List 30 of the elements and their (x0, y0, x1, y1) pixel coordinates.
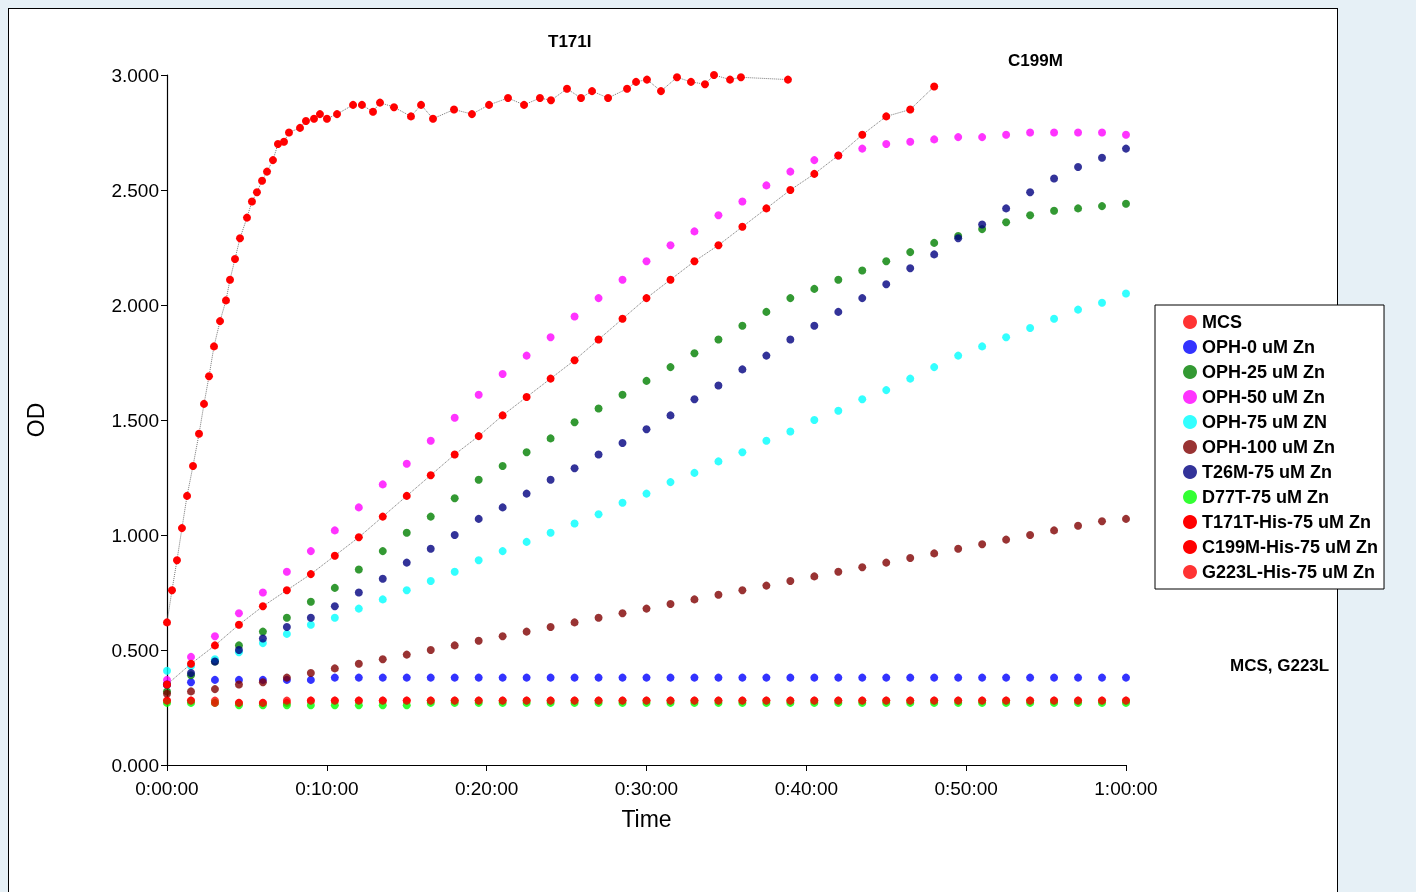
y-tick-label: 0.500 (111, 639, 159, 661)
legend-label: T171T-His-75 uM Zn (1202, 512, 1372, 532)
y-tick-label: 1.500 (111, 409, 159, 431)
x-tick-label: 0:40:00 (774, 778, 839, 799)
legend-label: D77T-75 uM Zn (1202, 487, 1330, 507)
x-tick-label: 0:30:00 (614, 778, 679, 799)
legend-label: T26M-75 uM Zn (1202, 462, 1333, 482)
x-tick-label: 0:00:00 (135, 778, 199, 799)
legend-label: C199M-His-75 uM Zn (1202, 537, 1379, 557)
y-tick-label: 2.500 (111, 179, 159, 201)
x-axis-title: Time (621, 805, 672, 832)
legend-label: OPH-0 uM Zn (1202, 337, 1315, 357)
y-axis-title: OD (22, 402, 49, 438)
legend-label: OPH-50 uM Zn (1202, 387, 1326, 407)
legend-label: OPH-100 uM Zn (1202, 437, 1336, 457)
text: MCS, G223L (1230, 656, 1330, 675)
text: C199M (1008, 51, 1063, 70)
y-tick-label: 0.000 (111, 754, 159, 776)
y-tick-label: 1.000 (111, 524, 159, 546)
y-tick-label: 3.000 (111, 64, 159, 86)
y-tick-label: 2.000 (111, 294, 159, 316)
legend-label: MCS (1202, 312, 1242, 332)
x-tick-label: 0:50:00 (934, 778, 998, 799)
x-tick-label: 0:10:00 (295, 778, 359, 799)
text: T171I (548, 32, 592, 51)
x-tick-label: 1:00:00 (1094, 778, 1158, 799)
x-tick-label: 0:20:00 (454, 778, 519, 799)
legend-label: OPH-75 uM ZN (1202, 412, 1328, 432)
legend-label: OPH-25 uM Zn (1202, 362, 1326, 382)
legend-label: G223L-His-75 uM Zn (1202, 562, 1376, 582)
